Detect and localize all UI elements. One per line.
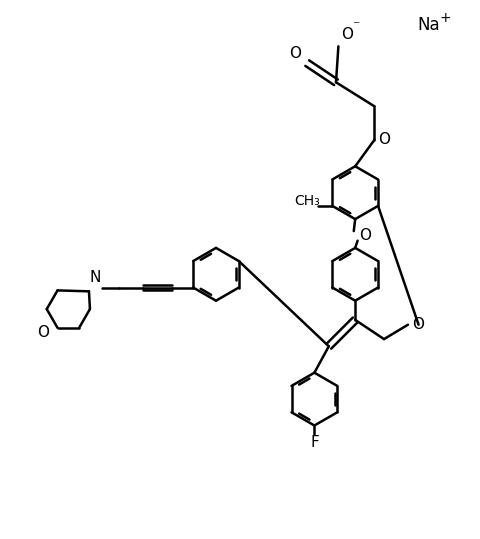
- Text: O: O: [341, 26, 353, 42]
- Text: F: F: [310, 435, 319, 450]
- Text: O: O: [289, 46, 301, 61]
- Text: O: O: [359, 229, 371, 244]
- Text: CH₃: CH₃: [295, 194, 320, 208]
- Text: +: +: [439, 10, 451, 24]
- Text: ⁻: ⁻: [352, 19, 359, 33]
- Text: O: O: [37, 325, 49, 340]
- Text: N: N: [89, 270, 100, 285]
- Text: O: O: [378, 133, 390, 147]
- Text: O: O: [412, 317, 424, 332]
- Text: Na: Na: [418, 16, 440, 34]
